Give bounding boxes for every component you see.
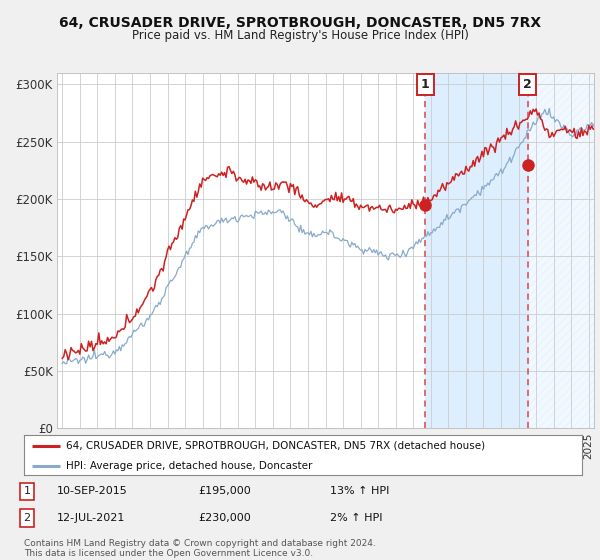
Text: 13% ↑ HPI: 13% ↑ HPI xyxy=(330,486,389,496)
Text: Contains HM Land Registry data © Crown copyright and database right 2024.
This d: Contains HM Land Registry data © Crown c… xyxy=(24,539,376,558)
Bar xyxy=(528,73,594,428)
Text: Price paid vs. HM Land Registry's House Price Index (HPI): Price paid vs. HM Land Registry's House … xyxy=(131,29,469,42)
Text: 12-JUL-2021: 12-JUL-2021 xyxy=(57,513,125,523)
Text: 1: 1 xyxy=(421,78,430,91)
Text: 10-SEP-2015: 10-SEP-2015 xyxy=(57,486,128,496)
Text: £195,000: £195,000 xyxy=(198,486,251,496)
Text: 2% ↑ HPI: 2% ↑ HPI xyxy=(330,513,383,523)
Text: £230,000: £230,000 xyxy=(198,513,251,523)
Text: 2: 2 xyxy=(23,513,31,523)
Bar xyxy=(425,73,528,428)
Text: 1: 1 xyxy=(23,486,31,496)
Text: 2: 2 xyxy=(523,78,532,91)
Text: HPI: Average price, detached house, Doncaster: HPI: Average price, detached house, Donc… xyxy=(66,461,312,471)
Text: 64, CRUSADER DRIVE, SPROTBROUGH, DONCASTER, DN5 7RX: 64, CRUSADER DRIVE, SPROTBROUGH, DONCAST… xyxy=(59,16,541,30)
Text: 64, CRUSADER DRIVE, SPROTBROUGH, DONCASTER, DN5 7RX (detached house): 64, CRUSADER DRIVE, SPROTBROUGH, DONCAST… xyxy=(66,441,485,451)
